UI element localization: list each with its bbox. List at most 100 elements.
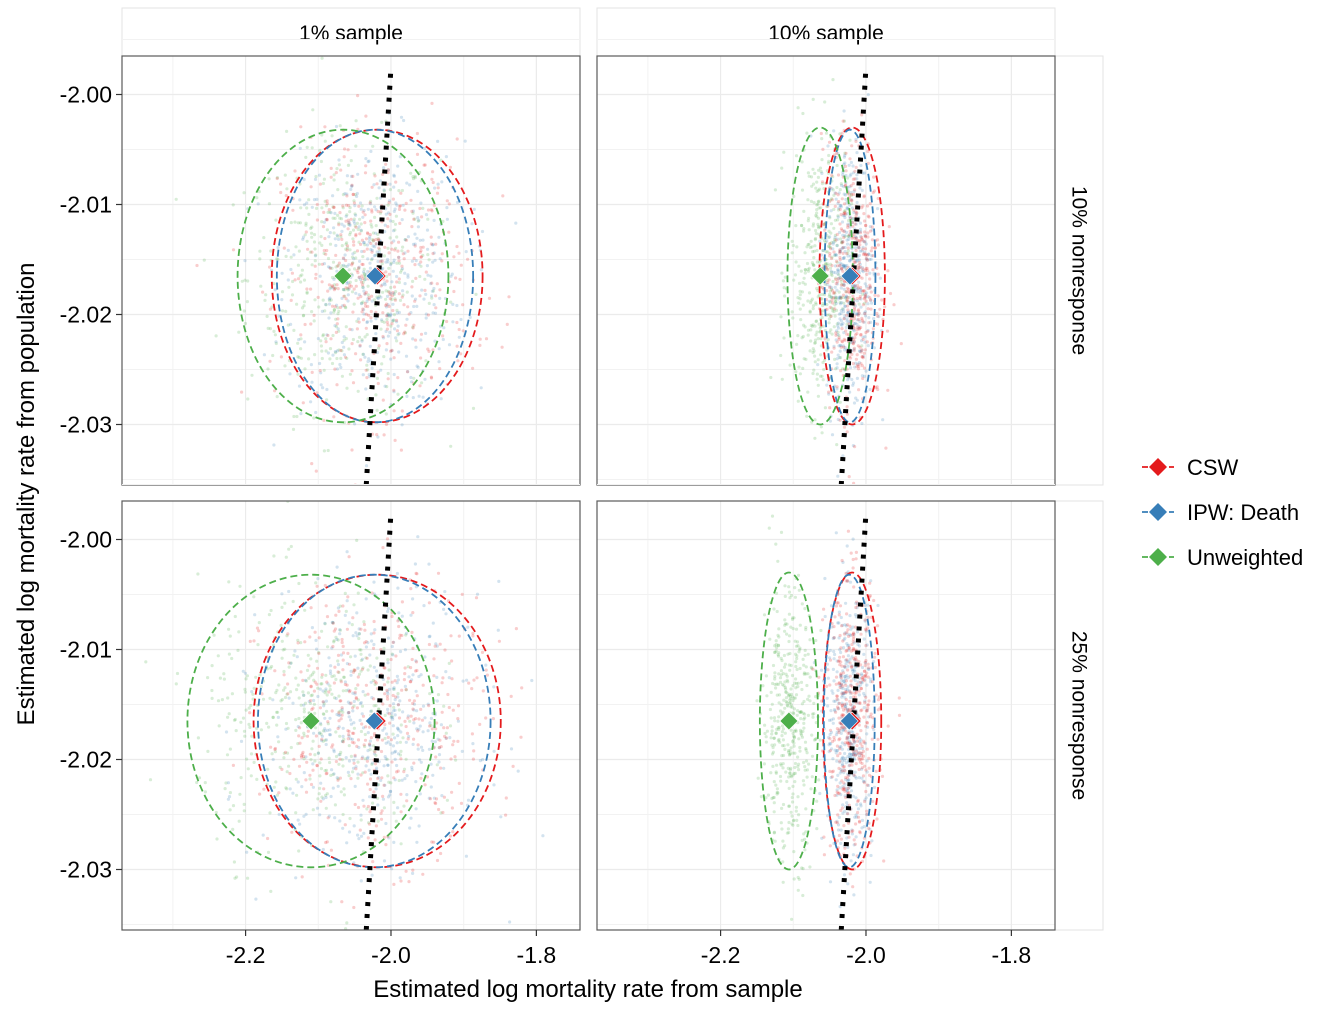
- scatter-point: [359, 813, 363, 817]
- scatter-point: [287, 764, 291, 768]
- scatter-point: [364, 640, 368, 644]
- scatter-point: [363, 292, 367, 296]
- scatter-point: [310, 225, 314, 229]
- scatter-point: [816, 358, 820, 362]
- scatter-point: [792, 712, 796, 716]
- scatter-point: [456, 719, 460, 723]
- scatter-point: [780, 734, 784, 738]
- scatter-point: [379, 778, 383, 782]
- scatter-point: [430, 727, 434, 731]
- scatter-point: [786, 680, 790, 684]
- scatter-point: [862, 652, 866, 656]
- scatter-point: [355, 744, 359, 748]
- scatter-point: [798, 648, 802, 652]
- scatter-point: [250, 373, 254, 377]
- scatter-point: [342, 303, 346, 307]
- scatter-point: [363, 770, 367, 774]
- scatter-point: [830, 296, 834, 300]
- scatter-point: [297, 716, 301, 721]
- scatter-point: [345, 192, 349, 196]
- scatter-point: [403, 684, 407, 688]
- scatter-point: [386, 707, 390, 711]
- scatter-point: [837, 230, 842, 235]
- scatter-point: [297, 849, 301, 853]
- scatter-point: [357, 265, 361, 269]
- scatter-point: [837, 312, 842, 316]
- scatter-point: [829, 295, 833, 299]
- scatter-point: [803, 325, 807, 329]
- scatter-point: [834, 308, 839, 312]
- scatter-point: [770, 702, 774, 706]
- scatter-point: [286, 323, 290, 327]
- scatter-point: [336, 317, 340, 321]
- scatter-point: [327, 756, 331, 760]
- scatter-point: [786, 692, 790, 696]
- scatter-point: [361, 276, 365, 281]
- scatter-point: [846, 308, 850, 312]
- scatter-point: [806, 299, 810, 303]
- scatter-point: [845, 702, 849, 706]
- scatter-point: [313, 177, 318, 181]
- scatter-point: [359, 652, 363, 656]
- scatter-point: [309, 287, 313, 291]
- scatter-point: [798, 745, 802, 750]
- scatter-point: [286, 278, 290, 282]
- scatter-point: [431, 243, 435, 247]
- scatter-point: [439, 723, 443, 727]
- scatter-point: [384, 329, 388, 333]
- scatter-point: [364, 387, 368, 391]
- scatter-point: [843, 631, 847, 635]
- scatter-point: [411, 871, 415, 875]
- scatter-point: [448, 724, 453, 728]
- scatter-point: [788, 771, 792, 775]
- scatter-point: [841, 344, 846, 348]
- scatter-point: [840, 757, 844, 761]
- scatter-point: [386, 740, 390, 744]
- scatter-point: [855, 815, 859, 819]
- scatter-point: [243, 259, 247, 263]
- scatter-point: [775, 763, 779, 767]
- scatter-point: [781, 846, 785, 850]
- scatter-point: [863, 240, 867, 244]
- scatter-point: [373, 628, 377, 632]
- scatter-point: [365, 333, 369, 337]
- scatter-point: [332, 308, 337, 312]
- scatter-point: [412, 376, 416, 380]
- scatter-point: [386, 795, 391, 799]
- scatter-point: [514, 221, 518, 225]
- estimate-marker: [333, 266, 353, 286]
- scatter-point: [835, 793, 839, 797]
- scatter-point: [387, 201, 391, 205]
- scatter-point: [330, 674, 334, 679]
- scatter-point: [269, 745, 273, 749]
- scatter-point: [825, 307, 829, 311]
- scatter-point: [406, 737, 410, 741]
- scatter-point: [863, 701, 867, 705]
- scatter-point: [854, 139, 858, 143]
- panel-plot-area: [144, 501, 545, 930]
- scatter-point: [826, 338, 830, 342]
- scatter-point: [413, 263, 417, 267]
- scatter-point: [798, 289, 802, 293]
- scatter-point: [828, 289, 832, 293]
- scatter-point: [389, 262, 393, 267]
- scatter-point: [293, 169, 297, 173]
- scatter-point: [412, 217, 416, 221]
- scatter-point: [843, 213, 847, 217]
- scatter-point: [421, 253, 425, 257]
- scatter-point: [841, 310, 846, 314]
- scatter-point: [781, 738, 785, 742]
- scatter-point: [844, 295, 849, 299]
- scatter-point: [305, 201, 309, 205]
- scatter-point: [404, 633, 408, 637]
- scatter-point: [838, 721, 842, 725]
- scatter-point: [343, 591, 347, 595]
- scatter-point: [846, 778, 850, 782]
- scatter-point: [839, 204, 843, 208]
- estimate-marker: [301, 711, 321, 731]
- scatter-point: [425, 264, 429, 268]
- scatter-point: [824, 131, 829, 135]
- scatter-point: [834, 277, 838, 281]
- scatter-point: [216, 699, 221, 703]
- scatter-point: [286, 248, 290, 252]
